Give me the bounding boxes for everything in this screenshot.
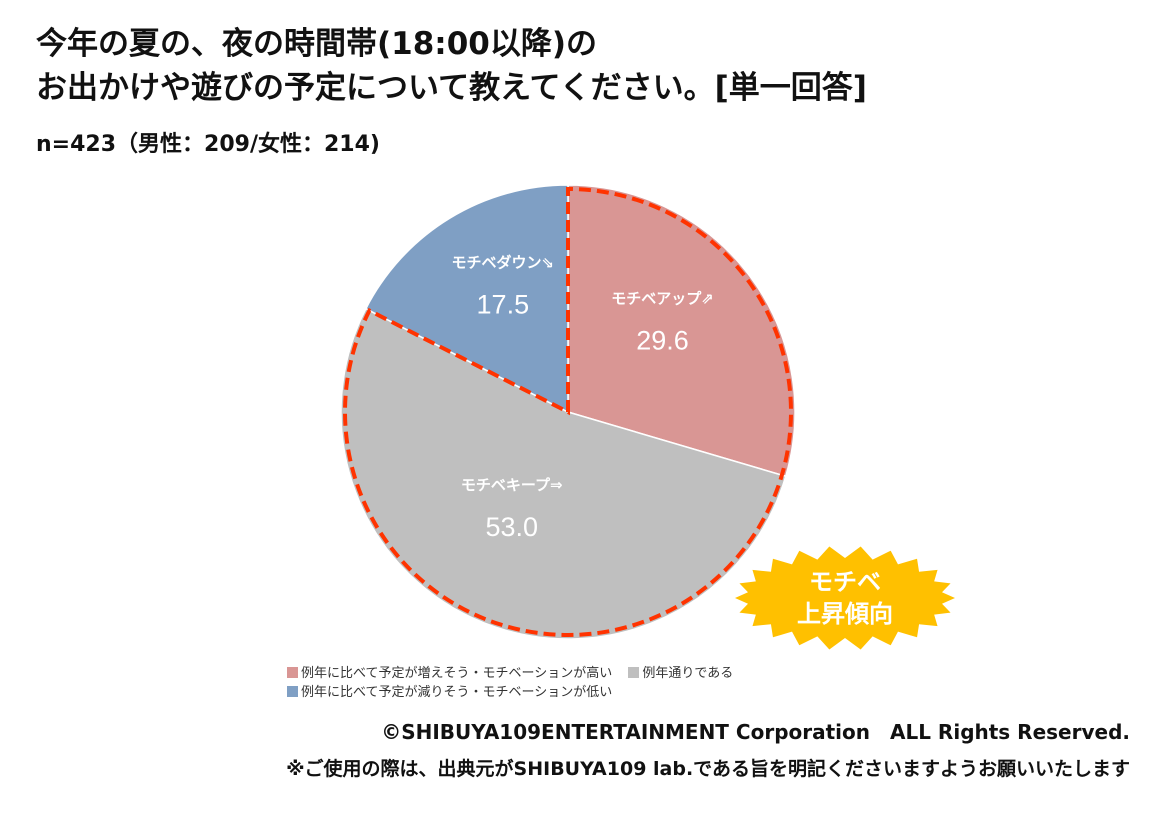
legend-swatch xyxy=(628,667,640,678)
chart-title: 今年の夏の、夜の時間帯(18:00以降)の お出かけや遊びの予定について教えてく… xyxy=(36,22,867,110)
pie-slice xyxy=(364,184,569,414)
sample-size: n=423（男性：209/女性：214) xyxy=(36,132,380,157)
legend-label: 例年に比べて予定が増えそう・モチベーションが高い xyxy=(301,666,613,681)
badge-text-line-1: モチベ xyxy=(809,568,881,596)
slice-label: モチベダウン⇘ xyxy=(452,254,555,272)
slice-label: モチベキープ⇒ xyxy=(461,476,563,494)
pie-slice xyxy=(567,184,796,478)
title-line-1: 今年の夏の、夜の時間帯(18:00以降)の xyxy=(36,26,598,62)
highlight-outline xyxy=(343,186,793,637)
legend: 例年に比べて予定が増えそう・モチベーションが高い 例年通りである 例年に比べて予… xyxy=(287,664,745,702)
legend-swatch xyxy=(287,686,298,697)
legend-label: 例年に比べて予定が減りそう・モチベーションが低い xyxy=(301,685,613,700)
copyright: ©SHIBUYA109ENTERTAINMENT Corporation ALL… xyxy=(381,720,1130,744)
slice-value-label: 29.6 xyxy=(636,325,689,355)
slice-label: モチベアップ⇗ xyxy=(611,289,714,307)
legend-item-keep: 例年通りである xyxy=(628,666,733,681)
pie-slice xyxy=(340,307,787,640)
usage-note: ※ご使用の際は、出典元がSHIBUYA109 lab.である旨を明記くださいます… xyxy=(286,758,1130,780)
legend-item-down: 例年に比べて予定が減りそう・モチベーションが低い xyxy=(287,685,612,700)
legend-label: 例年通りである xyxy=(642,666,734,681)
badge-text-line-2: 上昇傾向 xyxy=(797,600,893,628)
legend-swatch xyxy=(287,667,298,678)
badge-starburst xyxy=(735,546,955,650)
slice-value-label: 17.5 xyxy=(477,290,530,320)
slice-value-label: 53.0 xyxy=(485,512,538,542)
title-line-2: お出かけや遊びの予定について教えてください。[単一回答] xyxy=(36,70,867,106)
legend-item-up: 例年に比べて予定が増えそう・モチベーションが高い xyxy=(287,666,612,681)
